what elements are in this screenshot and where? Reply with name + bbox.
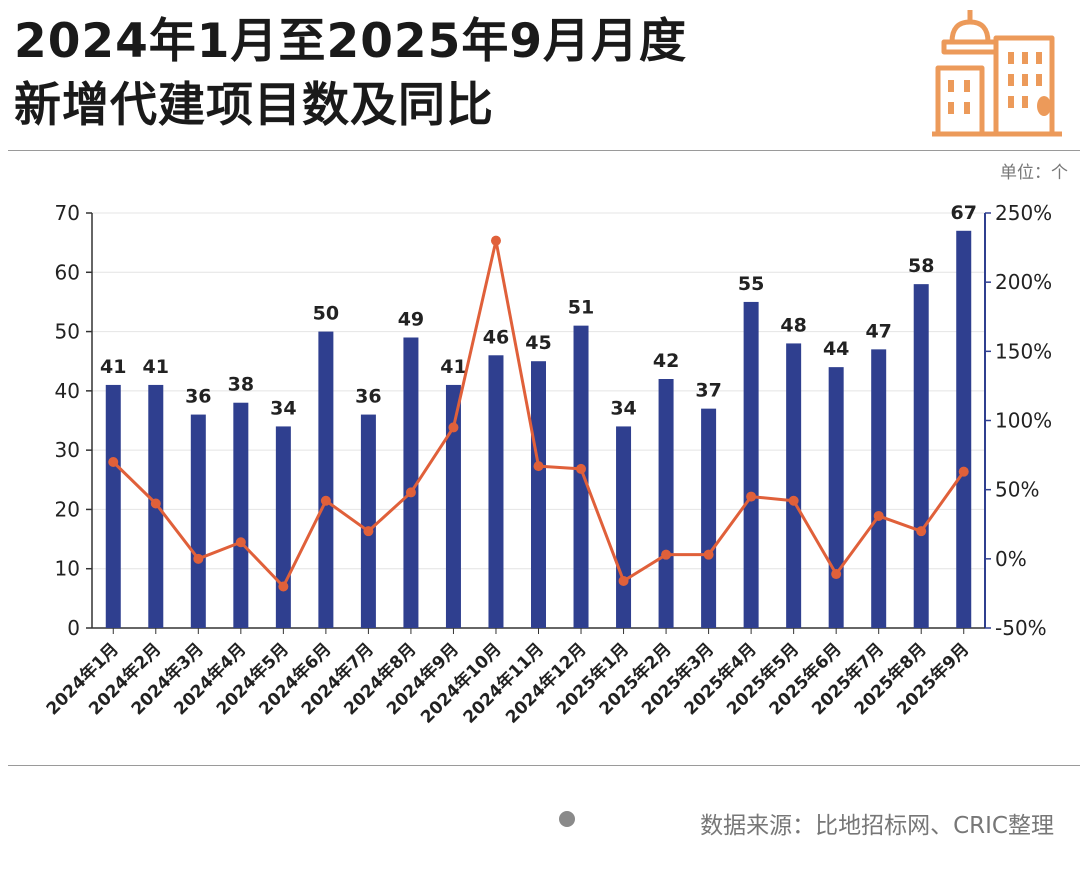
bar-value-label: 51: [568, 297, 594, 319]
bar-value-label: 67: [951, 202, 977, 224]
bar-value-label: 41: [100, 356, 126, 378]
data-source: 数据来源：比地招标网、CRIC整理: [700, 813, 1054, 839]
yoy-point: [618, 575, 629, 586]
left-axis-tick-label: 70: [55, 201, 80, 225]
yoy-point: [363, 526, 374, 537]
yoy-point: [873, 510, 884, 521]
right-axis-tick-label: 50%: [995, 478, 1039, 502]
bar: [233, 402, 249, 628]
bar: [573, 325, 589, 628]
bar-value-label: 42: [653, 350, 679, 372]
yoy-point: [490, 235, 501, 246]
yoy-point: [150, 498, 161, 509]
right-axis-tick-label: 250%: [995, 201, 1052, 225]
bar-value-label: 55: [738, 273, 764, 295]
bar: [828, 367, 844, 628]
yoy-point: [576, 463, 587, 474]
bar: [658, 379, 674, 628]
left-axis-tick-label: 20: [55, 497, 80, 521]
bar: [275, 426, 291, 628]
yoy-point: [448, 422, 459, 433]
bar: [190, 414, 206, 628]
bar-value-label: 46: [483, 326, 509, 348]
bar-value-label: 44: [823, 338, 849, 360]
left-axis-tick-label: 50: [55, 320, 80, 344]
right-axis-tick-label: 150%: [995, 339, 1052, 363]
yoy-point: [661, 549, 672, 560]
right-axis-tick-label: 200%: [995, 270, 1052, 294]
yoy-point: [788, 495, 799, 506]
left-axis-tick-label: 10: [55, 557, 80, 581]
building-logo-icon: [930, 8, 1066, 144]
yoy-point: [320, 495, 331, 506]
bar: [403, 337, 419, 628]
left-axis-tick-label: 30: [55, 438, 80, 462]
bar: [445, 384, 461, 628]
bar: [701, 408, 717, 628]
yoy-point: [746, 491, 757, 502]
bar-line-chart: 0 10 20 30 40 50 60 70 -50% 0% 50% 100% 150% 200% 250%…: [42, 201, 1052, 728]
title-line-2: 新增代建项目数及同比: [14, 78, 494, 133]
bar: [913, 284, 929, 628]
bar: [871, 349, 887, 628]
chart-title: 2024年1月至2025年9月月度 新增代建项目数及同比: [14, 10, 687, 138]
bar-value-label: 50: [313, 303, 339, 325]
bar: [360, 414, 376, 628]
bar-value-label: 37: [695, 380, 721, 402]
bar: [531, 361, 546, 628]
yoy-point: [916, 526, 927, 537]
right-axis-tick-label: 100%: [995, 409, 1052, 433]
yoy-point: [235, 537, 246, 548]
bar-value-label: 45: [525, 332, 551, 354]
footer-divider: [8, 765, 1080, 766]
bar-value-label: 38: [228, 374, 254, 396]
yoy-point: [958, 466, 969, 477]
bar-value-label: 34: [270, 397, 296, 419]
yoy-point: [108, 457, 119, 467]
header-divider: [8, 150, 1080, 151]
bar-value-label: 49: [398, 309, 424, 331]
yoy-point: [831, 569, 842, 580]
bar: [786, 343, 802, 628]
yoy-point: [703, 549, 714, 560]
bar-value-label: 48: [780, 314, 806, 336]
title-line-1: 2024年1月至2025年9月月度: [14, 14, 688, 69]
bar-value-label: 34: [610, 397, 636, 419]
right-axis-tick-label: -50%: [995, 616, 1047, 640]
unit-label: 单位：个: [1000, 163, 1068, 183]
source-bullet-icon: [559, 811, 575, 827]
bar-value-label: 41: [143, 356, 169, 378]
bar: [616, 426, 632, 628]
yoy-point: [533, 461, 544, 472]
bar-value-label: 47: [865, 320, 891, 342]
bar: [318, 331, 334, 628]
yoy-point: [193, 553, 204, 564]
right-axis-tick-label: 0%: [995, 547, 1027, 571]
left-axis-tick-label: 40: [55, 379, 80, 403]
left-axis-tick-label: 0: [67, 616, 80, 640]
yoy-point: [278, 581, 289, 592]
bar: [488, 355, 504, 628]
bar: [956, 230, 972, 629]
bar: [105, 384, 121, 628]
left-axis-tick-label: 60: [55, 260, 80, 284]
bar-value-label: 58: [908, 255, 934, 277]
bar-value-label: 36: [185, 386, 211, 408]
bar-value-label: 36: [355, 386, 381, 408]
bar: [743, 301, 759, 628]
bar-value-label: 41: [440, 356, 466, 378]
yoy-point: [405, 487, 416, 498]
